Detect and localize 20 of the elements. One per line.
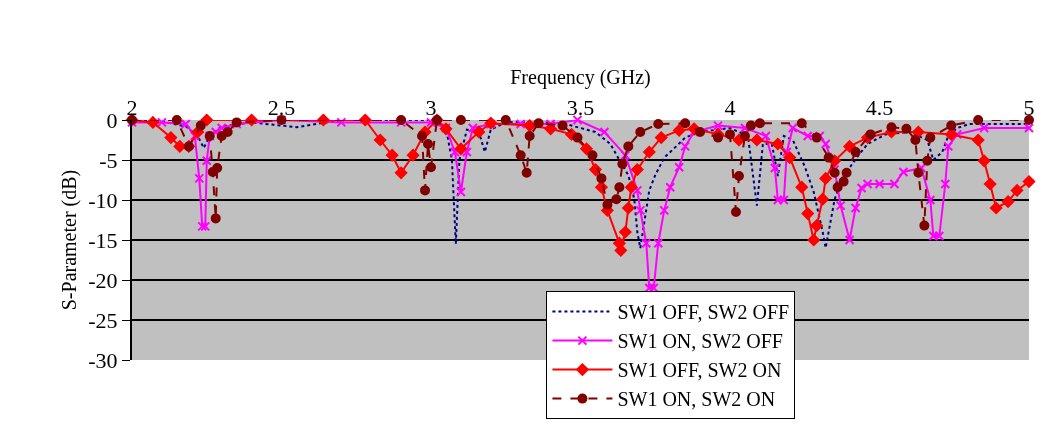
- x-tick-label: 3: [425, 94, 437, 120]
- x-tick-label: 5: [1023, 94, 1035, 120]
- y-tick-label: -30: [88, 347, 118, 373]
- legend-label: SW1 ON, SW2 ON: [617, 388, 776, 411]
- y-axis-title: S-Parameter (dB): [58, 169, 82, 311]
- legend-label: SW1 OFF, SW2 OFF: [617, 301, 790, 324]
- legend-label: SW1 OFF, SW2 ON: [617, 359, 782, 382]
- y-tick-label: 0: [106, 107, 118, 133]
- legend-label: SW1 ON, SW2 OFF: [617, 330, 783, 353]
- y-tick-label: -25: [88, 307, 118, 333]
- x-tick-label: 4: [724, 94, 736, 120]
- y-tick-label: -15: [88, 227, 118, 253]
- x-tick-label: 3.5: [566, 94, 595, 120]
- y-tick-label: -10: [88, 187, 118, 213]
- x-tick-label: 2: [126, 94, 138, 120]
- x-axis-title: Frequency (GHz): [510, 66, 651, 90]
- y-tick-label: -20: [88, 267, 118, 293]
- y-tick-label: -5: [99, 147, 118, 173]
- x-tick-label: 4.5: [865, 94, 894, 120]
- x-tick-label: 2.5: [267, 94, 296, 120]
